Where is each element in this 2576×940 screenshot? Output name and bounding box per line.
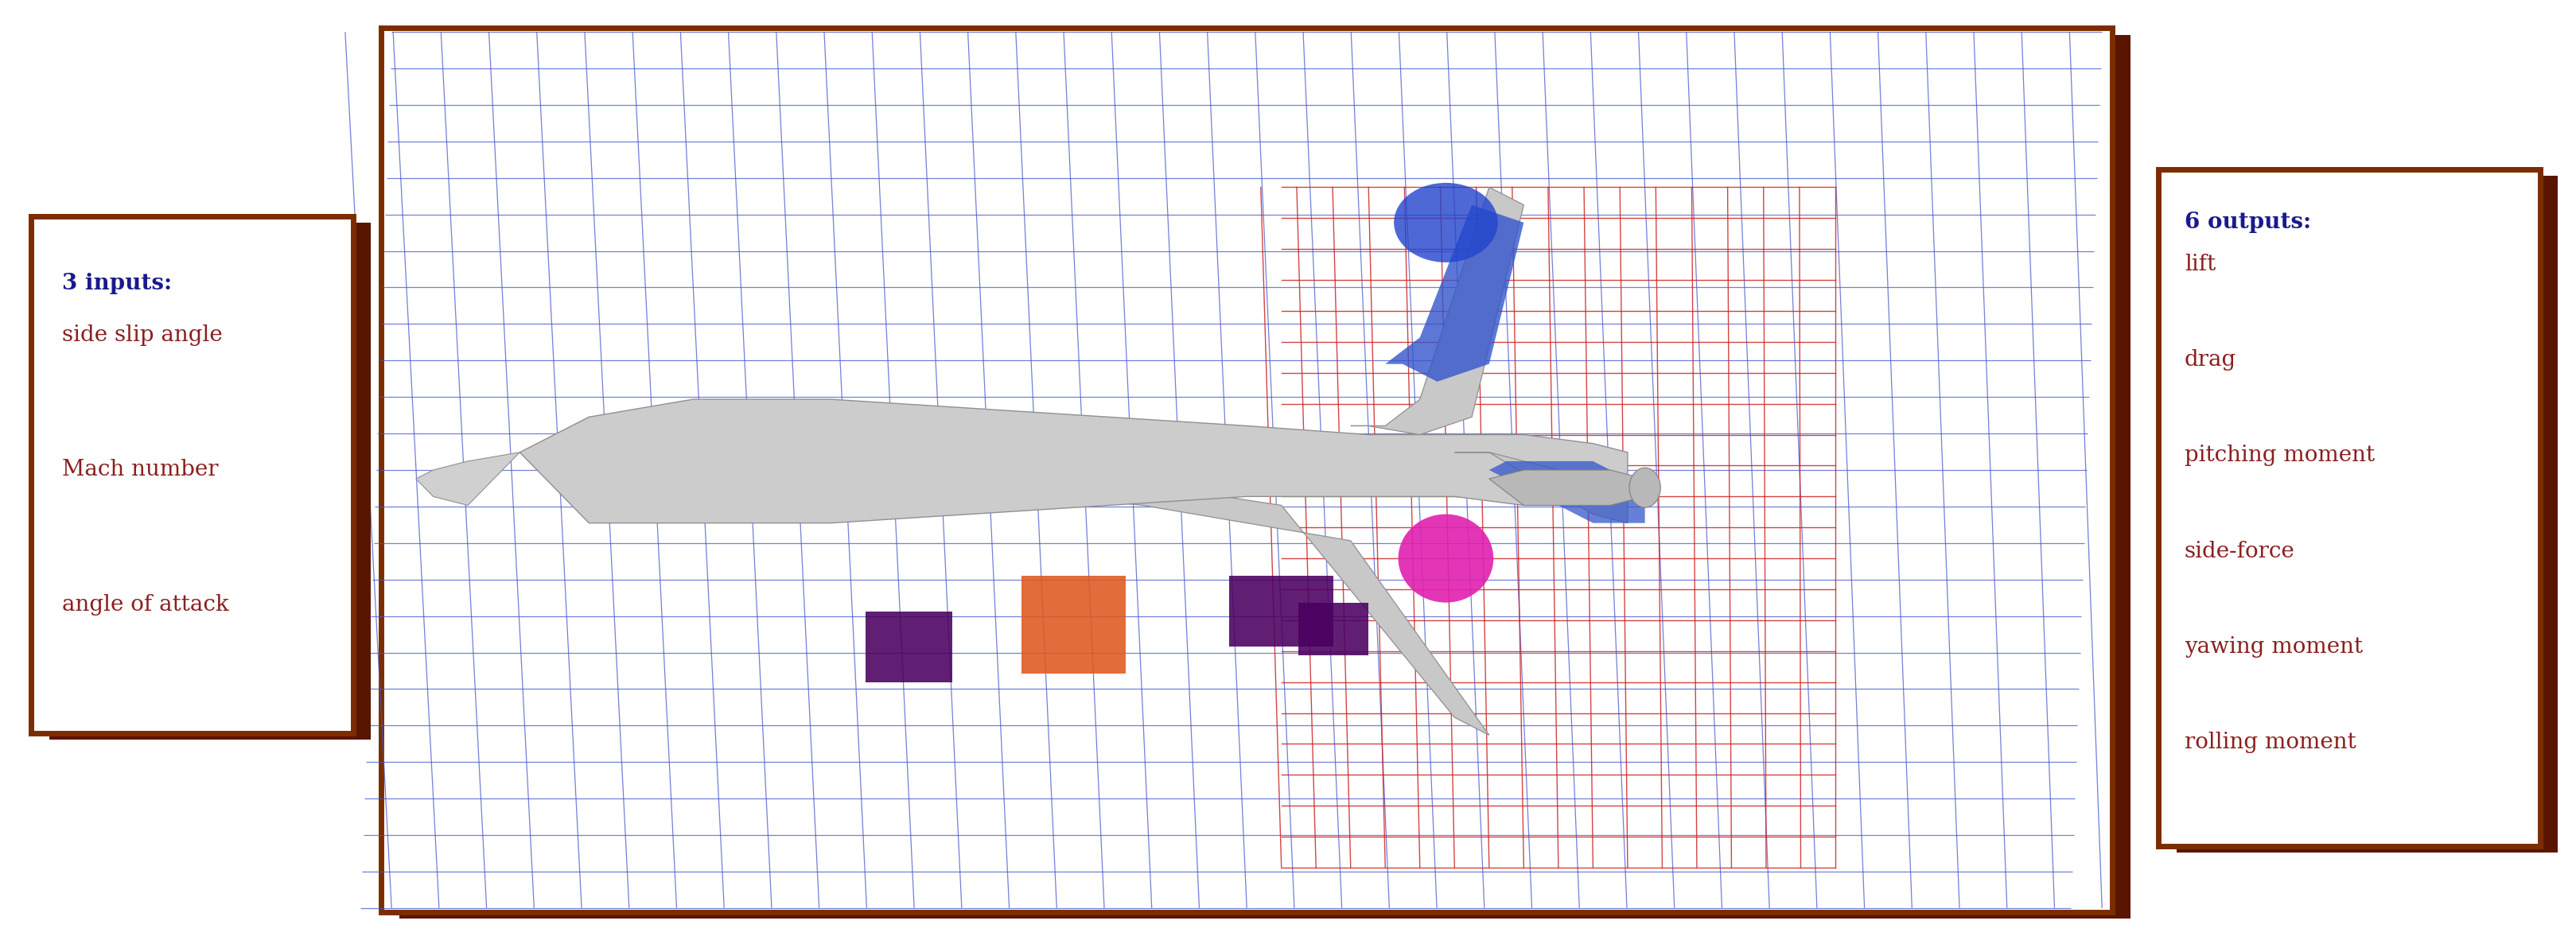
FancyBboxPatch shape — [381, 28, 2112, 912]
Polygon shape — [415, 452, 520, 506]
Ellipse shape — [1399, 514, 1494, 603]
Text: rolling moment: rolling moment — [2184, 731, 2357, 753]
FancyBboxPatch shape — [49, 223, 371, 740]
Polygon shape — [902, 470, 1489, 735]
FancyBboxPatch shape — [31, 216, 353, 733]
Ellipse shape — [1394, 182, 1497, 262]
Text: side slip angle: side slip angle — [62, 324, 222, 346]
Text: 6 outputs:: 6 outputs: — [2184, 211, 2311, 233]
Text: drag: drag — [2184, 350, 2236, 371]
Polygon shape — [1489, 462, 1646, 523]
FancyBboxPatch shape — [2177, 176, 2558, 853]
Text: pitching moment: pitching moment — [2184, 445, 2375, 466]
Text: Mach number: Mach number — [62, 459, 219, 480]
Text: lift: lift — [2184, 254, 2215, 275]
Polygon shape — [1229, 576, 1334, 647]
Ellipse shape — [1631, 468, 1662, 508]
Polygon shape — [1386, 205, 1525, 382]
Polygon shape — [1489, 470, 1646, 506]
Polygon shape — [1455, 452, 1628, 523]
FancyBboxPatch shape — [399, 35, 2130, 918]
Polygon shape — [520, 399, 1628, 523]
Text: 3 inputs:: 3 inputs: — [62, 273, 173, 294]
Text: angle of attack: angle of attack — [62, 594, 229, 616]
FancyBboxPatch shape — [2159, 169, 2540, 846]
Polygon shape — [1350, 187, 1525, 434]
Polygon shape — [1023, 576, 1126, 673]
Polygon shape — [866, 611, 953, 682]
Text: yawing moment: yawing moment — [2184, 636, 2362, 658]
Polygon shape — [1298, 603, 1368, 655]
Text: side-force: side-force — [2184, 540, 2295, 562]
